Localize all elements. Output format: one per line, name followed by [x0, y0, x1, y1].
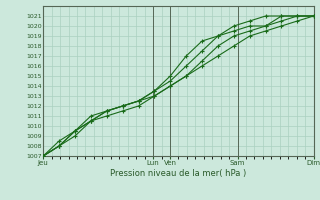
X-axis label: Pression niveau de la mer( hPa ): Pression niveau de la mer( hPa ) — [110, 169, 246, 178]
